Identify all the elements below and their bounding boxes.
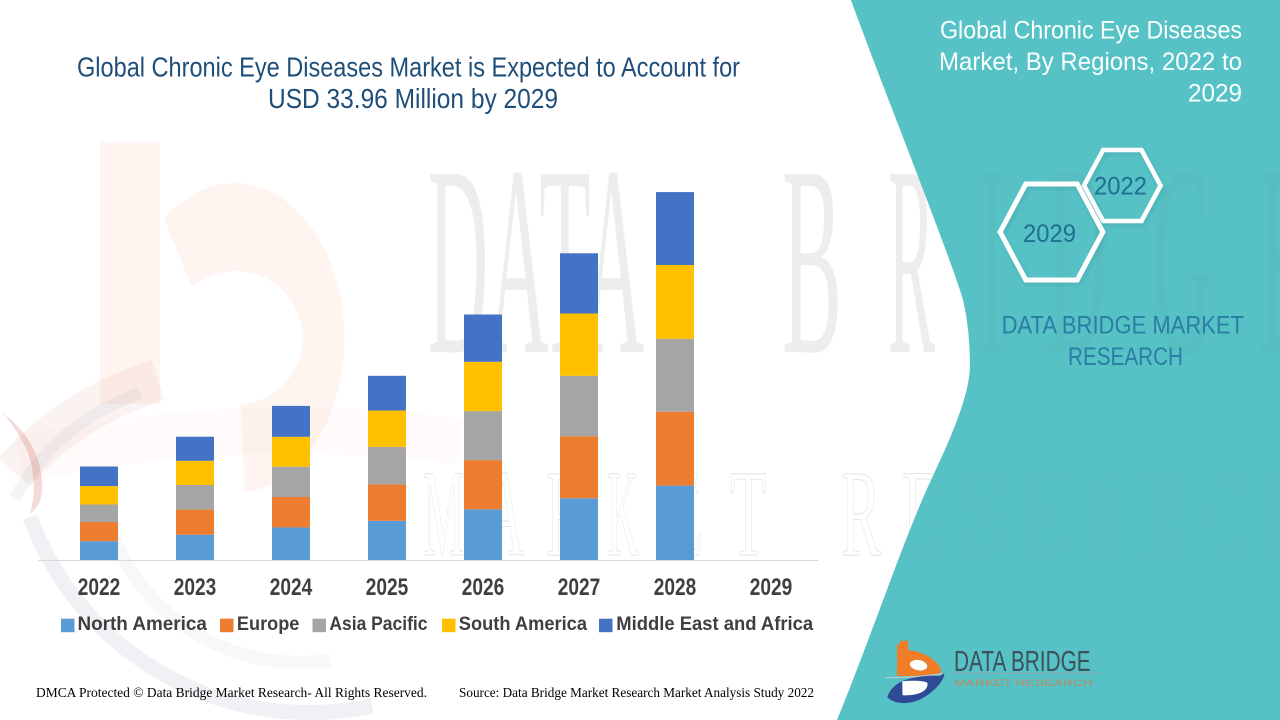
svg-text:North America: North America (78, 614, 208, 635)
svg-text:Middle East and Africa: Middle East and Africa (616, 614, 813, 635)
svg-text:DATA: DATA (428, 110, 644, 411)
svg-text:2029: 2029 (750, 574, 793, 601)
svg-text:T: T (731, 445, 767, 582)
svg-text:K: K (608, 445, 639, 582)
svg-text:Global Chronic Eye Diseases: Global Chronic Eye Diseases (940, 16, 1242, 44)
svg-text:2026: 2026 (462, 574, 505, 601)
svg-text:RESEARCH: RESEARCH (1068, 343, 1183, 371)
svg-text:2022: 2022 (1094, 173, 1147, 201)
svg-text:DMCA Protected © Data Bridge M: DMCA Protected © Data Bridge Market Rese… (36, 686, 427, 701)
svg-text:USD 33.96 Million by 2029: USD 33.96 Million by 2029 (268, 83, 558, 114)
svg-text:Market, By Regions, 2022 to: Market, By Regions, 2022 to (939, 48, 1242, 76)
svg-text:DATA BRIDGE: DATA BRIDGE (954, 646, 1091, 678)
svg-text:2024: 2024 (270, 574, 313, 601)
svg-text:South America: South America (459, 614, 588, 635)
svg-text:Source: Data Bridge Market Res: Source: Data Bridge Market Research Mark… (459, 686, 814, 701)
svg-text:MARKET RESEARCH: MARKET RESEARCH (954, 678, 1093, 688)
svg-text:Asia Pacific: Asia Pacific (329, 614, 427, 635)
svg-text:Europe: Europe (237, 614, 300, 635)
svg-text:2027: 2027 (558, 574, 601, 601)
svg-text:2023: 2023 (174, 574, 217, 601)
svg-text:R: R (841, 445, 881, 582)
svg-text:2022: 2022 (78, 574, 121, 601)
svg-text:M: M (423, 445, 464, 582)
svg-text:2028: 2028 (654, 574, 697, 601)
svg-text:2029: 2029 (1023, 220, 1076, 248)
svg-text:Global Chronic Eye Diseases Ma: Global Chronic Eye Diseases Market is Ex… (77, 52, 740, 83)
svg-text:2029: 2029 (1188, 80, 1242, 108)
svg-text:2025: 2025 (366, 574, 409, 601)
svg-text:B: B (782, 110, 842, 411)
svg-text:DATA BRIDGE MARKET: DATA BRIDGE MARKET (1002, 312, 1244, 340)
